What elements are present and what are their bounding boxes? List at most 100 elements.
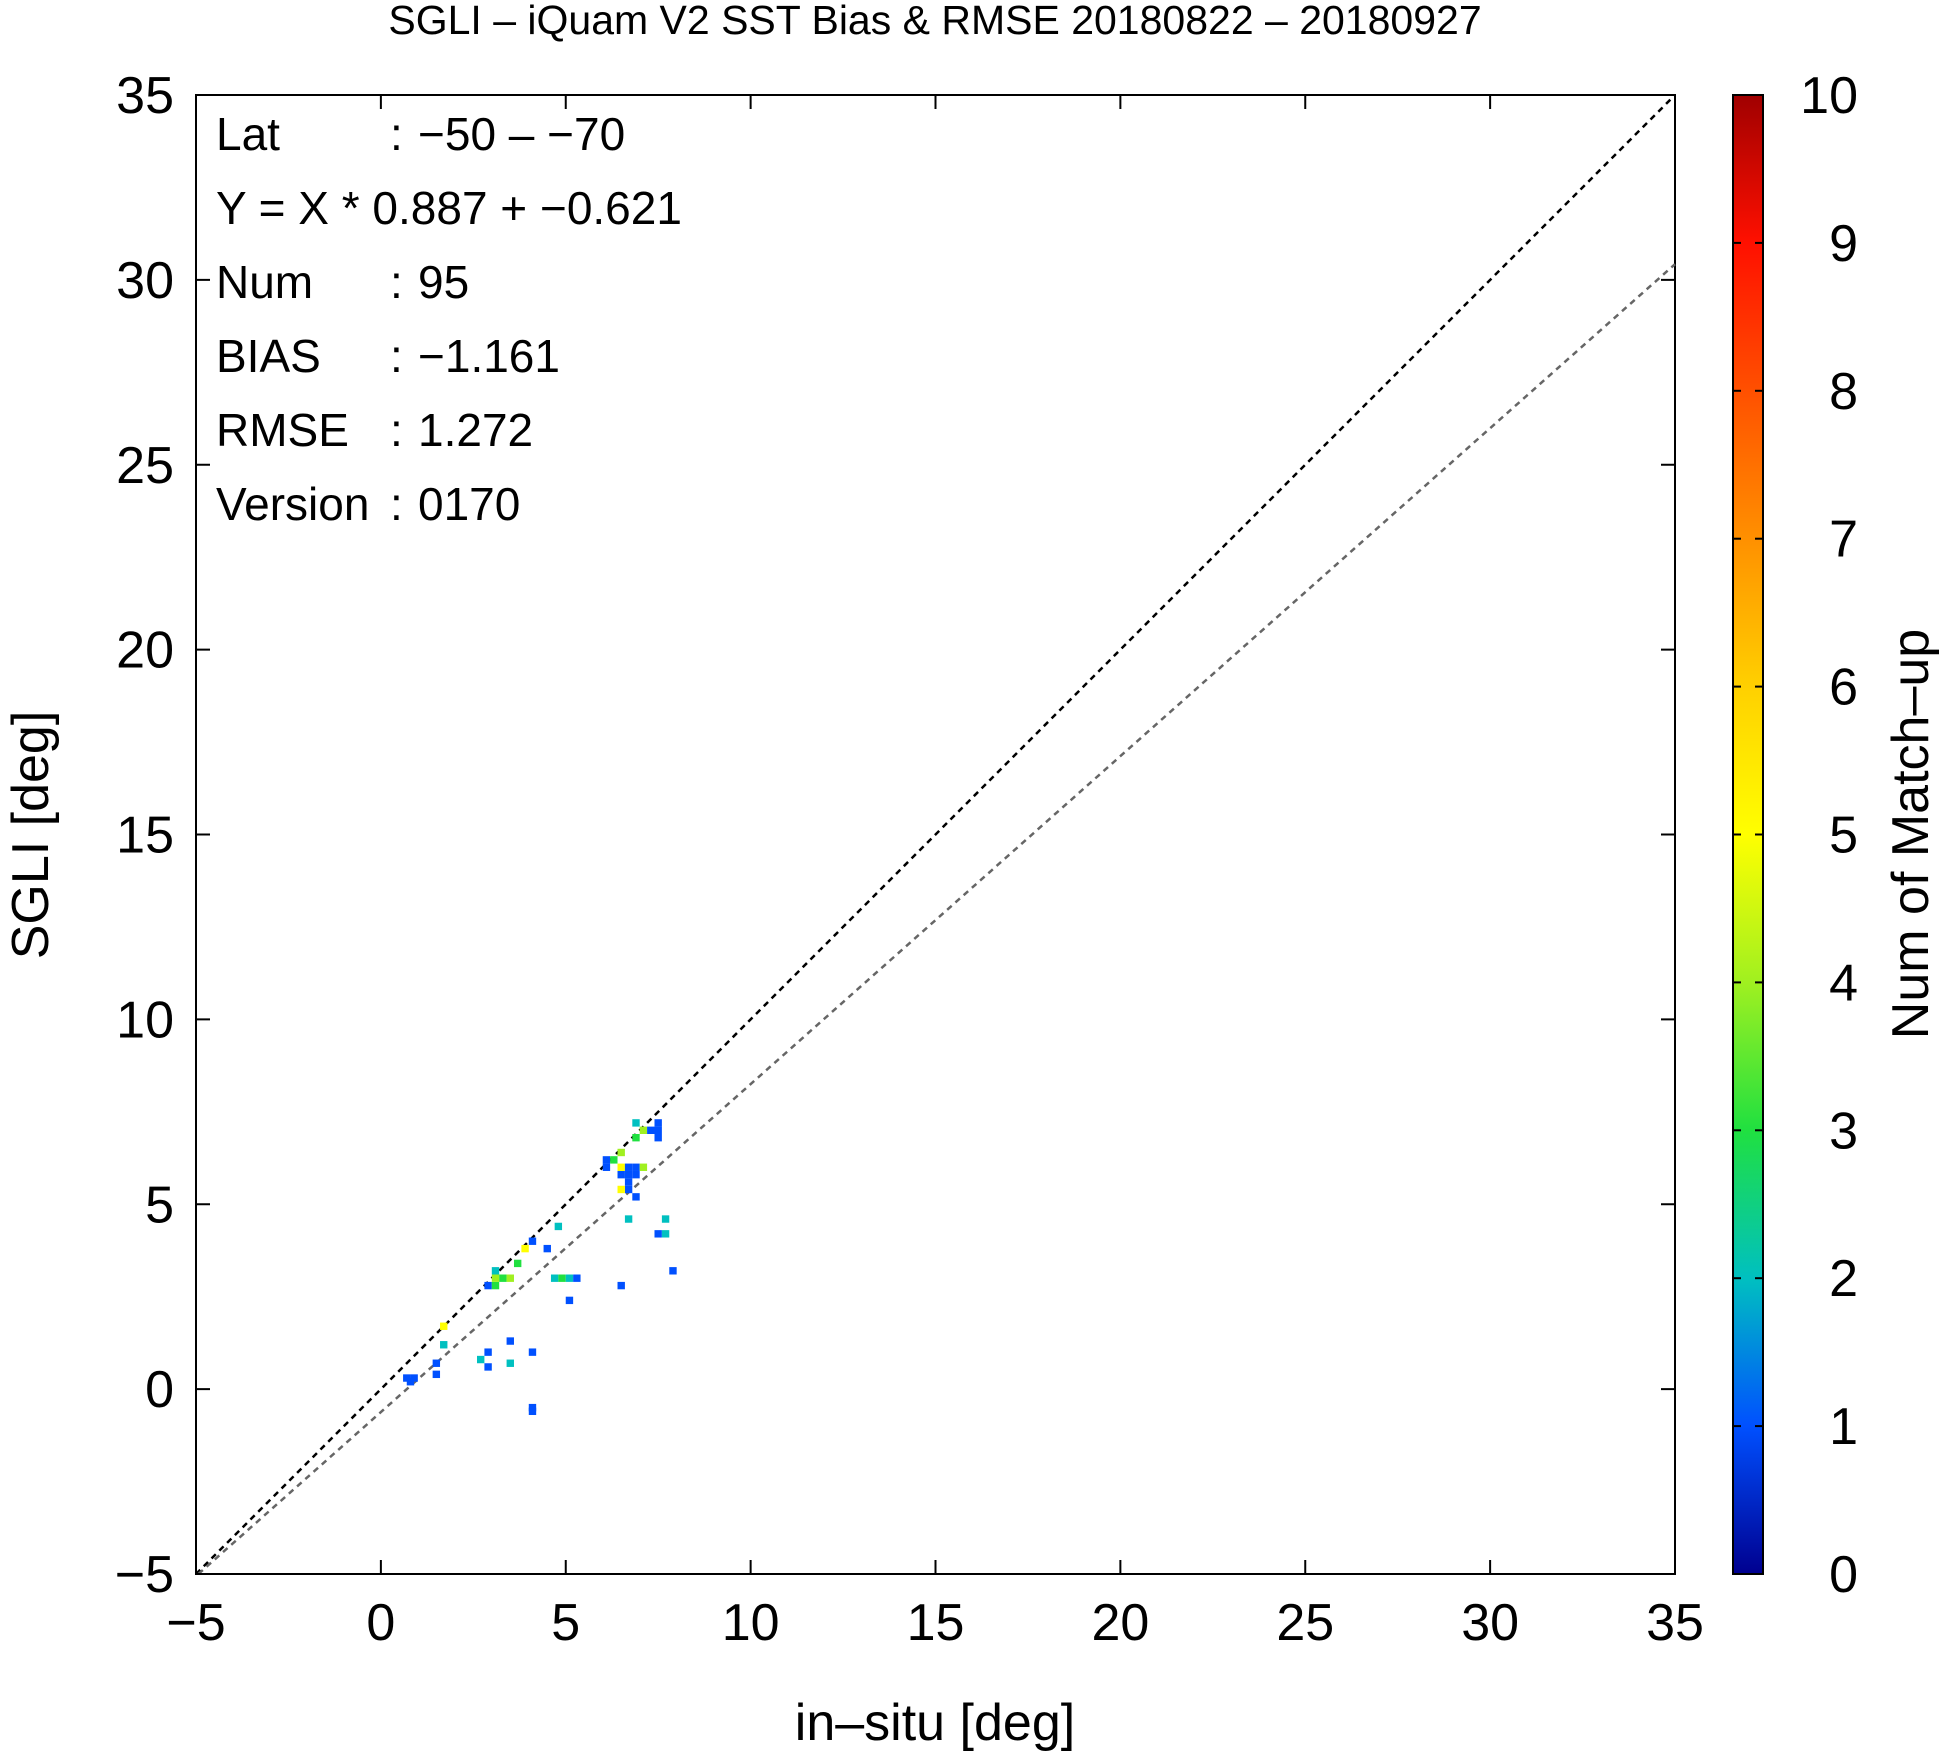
heatmap-cell: [624, 1185, 633, 1194]
stat-sep: :: [390, 404, 403, 456]
x-tick-label: 35: [1646, 1594, 1704, 1652]
stat-value: 95: [418, 256, 469, 308]
colorbar-tick-label: 9: [1829, 215, 1858, 273]
heatmap-cell: [521, 1244, 529, 1253]
y-tick-label: 20: [116, 622, 174, 680]
regression-line: [197, 263, 1676, 1575]
stat-key: Version: [216, 478, 369, 530]
stat-key: Num: [216, 256, 313, 308]
x-tick-label: 25: [1276, 1594, 1334, 1652]
heatmap-cell: [669, 1267, 677, 1275]
heatmap-cell: [632, 1170, 640, 1179]
y-tick-label: 35: [116, 67, 174, 125]
y-tick-label: −5: [115, 1546, 174, 1604]
colorbar: 0 1 2 3 4 5 6 7 8 9 10 Num of Match–up: [1732, 67, 1940, 1604]
heatmap-cell: [499, 1274, 507, 1282]
heatmap-cell: [491, 1267, 500, 1275]
heatmap-cell: [440, 1322, 448, 1330]
heatmap-cell: [506, 1274, 514, 1282]
heatmap-cell: [617, 1170, 625, 1179]
stat-key: RMSE: [216, 404, 349, 456]
colorbar-tick-label: 1: [1829, 1398, 1858, 1456]
colorbar-tick-label: 2: [1829, 1250, 1858, 1308]
stat-value: 1.272: [418, 404, 533, 456]
y-tick-label: 0: [145, 1361, 174, 1419]
heatmap-cell: [477, 1355, 485, 1364]
heatmap-cell: [565, 1274, 574, 1282]
heatmap-cell: [484, 1363, 492, 1371]
heatmap-cell: [624, 1215, 633, 1223]
heatmap-cell: [528, 1348, 537, 1356]
heatmap-cell: [632, 1133, 640, 1142]
stat-sep: :: [390, 330, 403, 382]
x-tick-label: 15: [907, 1594, 965, 1652]
y-tick-label: 5: [145, 1176, 174, 1234]
heatmap-cell: [610, 1156, 618, 1164]
heatmap-cell: [639, 1163, 648, 1171]
heatmap-cell: [406, 1378, 415, 1386]
chart-title: SGLI – iQuam V2 SST Bias & RMSE 20180822…: [388, 0, 1481, 43]
heatmap-cell: [632, 1193, 640, 1201]
heatmap-cell: [543, 1244, 551, 1253]
colorbar-ticks: [1733, 94, 1763, 1575]
heatmap-cell: [484, 1348, 492, 1356]
stat-value: −50 – −70: [418, 108, 625, 160]
colorbar-label: Num of Match–up: [1882, 629, 1940, 1039]
heatmap-cell: [632, 1163, 640, 1171]
heatmap-cell: [554, 1222, 563, 1231]
heatmap-cell: [654, 1119, 662, 1127]
heatmap-cell: [617, 1148, 625, 1157]
heatmap-cell: [661, 1230, 670, 1238]
heatmap-cell: [624, 1178, 633, 1186]
y-tick-labels: −5 0 5 10 15 20 25 30 35: [115, 67, 174, 1604]
axis-ticks: [195, 94, 1676, 1575]
stat-sep: :: [390, 478, 403, 530]
heatmap-cell: [506, 1337, 514, 1345]
stat-value: 0170: [418, 478, 520, 530]
colorbar-tick-label: 8: [1829, 363, 1858, 421]
colorbar-tick-label: 0: [1829, 1546, 1858, 1604]
stat-key: Y = X * 0.887 + −0.621: [216, 182, 682, 234]
heatmap-cell: [550, 1274, 559, 1282]
stat-key: Lat: [216, 108, 280, 160]
heatmap-cell: [565, 1296, 574, 1305]
x-tick-label: 20: [1091, 1594, 1149, 1652]
heatmap-cell: [513, 1259, 522, 1268]
heatmap-cell: [624, 1163, 633, 1171]
heatmap-cell: [654, 1230, 662, 1238]
heatmap-cell: [491, 1274, 500, 1282]
heatmap-cell: [654, 1133, 662, 1142]
heatmap-cell: [617, 1185, 625, 1194]
x-tick-label: 10: [722, 1594, 780, 1652]
heatmap-cell: [573, 1274, 581, 1282]
y-tick-label: 30: [116, 252, 174, 310]
x-tick-label: 0: [366, 1594, 395, 1652]
x-tick-labels: −5 0 5 10 15 20 25 30 35: [166, 1594, 1704, 1652]
heatmap-cell: [617, 1281, 625, 1290]
heatmap-cell: [432, 1359, 441, 1367]
stat-sep: :: [390, 256, 403, 308]
heatmap-cell: [624, 1170, 633, 1179]
colorbar-tick-label: 3: [1829, 1102, 1858, 1160]
heatmap-cell: [484, 1281, 492, 1290]
heatmap-cell: [639, 1126, 648, 1134]
stat-sep: :: [390, 108, 403, 160]
x-tick-label: 30: [1461, 1594, 1519, 1652]
reference-lines: [195, 94, 1676, 1575]
one-to-one-line: [195, 94, 1676, 1575]
heatmap-cell: [602, 1163, 611, 1171]
y-tick-label: 25: [116, 437, 174, 495]
colorbar-tick-label: 5: [1829, 807, 1858, 865]
heatmap-cell: [654, 1126, 662, 1134]
colorbar-tick-label: 4: [1829, 954, 1858, 1012]
heatmap-cell: [617, 1163, 625, 1171]
heatmap-cell: [528, 1407, 537, 1416]
heatmap-cell: [491, 1281, 500, 1290]
heatmap-cell: [558, 1274, 566, 1282]
colorbar-tick-label: 10: [1800, 67, 1858, 125]
heatmap-cell: [661, 1215, 670, 1223]
y-tick-label: 15: [116, 807, 174, 865]
colorbar-tick-label: 6: [1829, 659, 1858, 717]
x-axis-label: in–situ [deg]: [795, 1694, 1075, 1752]
